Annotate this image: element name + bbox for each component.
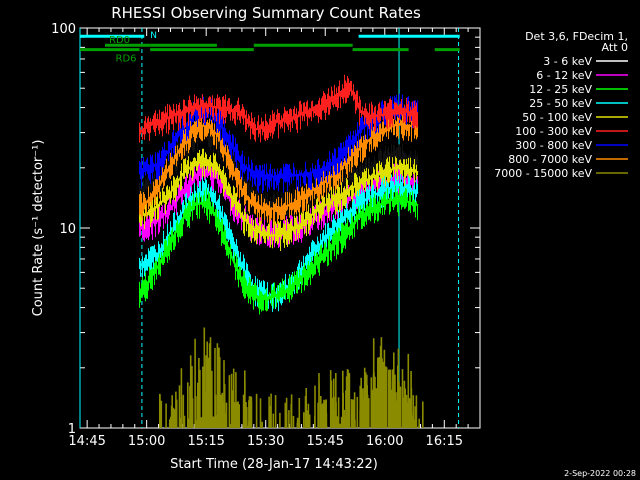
- legend-label: 300 - 800 keV: [515, 139, 592, 152]
- y-axis-label: Count Rate (s⁻¹ detector⁻¹): [31, 140, 46, 317]
- x-tick-label: 15:45: [307, 434, 344, 449]
- series-trace-bars: [159, 327, 424, 428]
- legend-label: 3 - 6 keV: [543, 55, 592, 68]
- x-tick-label: 16:15: [426, 434, 463, 449]
- x-tick-label: 14:45: [68, 434, 105, 449]
- series-line: [139, 123, 419, 210]
- legend-label: 7000 - 15000 keV: [494, 167, 592, 180]
- flag-label-rd6: RD6: [116, 54, 137, 65]
- y-tick-label: 1: [68, 422, 76, 437]
- legend-label: 100 - 300 keV: [515, 125, 592, 138]
- x-tick-label: 15:30: [247, 434, 284, 449]
- series-7000-15000kev-trace: [159, 327, 424, 428]
- series-100-300kev-trace: [138, 74, 419, 143]
- series-line: [138, 197, 419, 301]
- plot-area: 14:45 15:00 15:15 15:30 15:45 16:00 16:15 1 10 10…: [51, 22, 481, 449]
- legend-label: 12 - 25 keV: [529, 83, 592, 96]
- series-line: [138, 83, 419, 134]
- series-line: [139, 106, 419, 178]
- legend-label: 25 - 50 keV: [529, 97, 592, 110]
- legend-label: 800 - 7000 keV: [508, 153, 592, 166]
- series-line: [139, 158, 419, 237]
- flag-label-rd0: RD0: [109, 35, 130, 46]
- legend-label: 6 - 12 keV: [536, 69, 592, 82]
- flag-label-n: N: [150, 31, 157, 41]
- legend-header-line-2: Att 0: [602, 41, 628, 54]
- chart-title: RHESSI Observing Summary Count Rates: [111, 4, 421, 22]
- legend-label: 50 - 100 keV: [522, 111, 592, 124]
- x-axis-label: Start Time (28-Jan-17 14:43:22): [170, 457, 378, 472]
- x-tick-label: 16:00: [366, 434, 403, 449]
- y-tick-label: 10: [59, 222, 76, 237]
- series-50-100kev-trace: [139, 148, 419, 251]
- footer-date: 2-Sep-2022 00:28: [564, 469, 636, 478]
- y-tick-label: 100: [51, 22, 76, 37]
- series-12-25kev-trace: [138, 185, 419, 315]
- x-tick-label: 15:15: [187, 434, 224, 449]
- x-tick-label: 15:00: [128, 434, 165, 449]
- legend-header-line-1: Det 3,6, FDecim 1,: [525, 30, 628, 43]
